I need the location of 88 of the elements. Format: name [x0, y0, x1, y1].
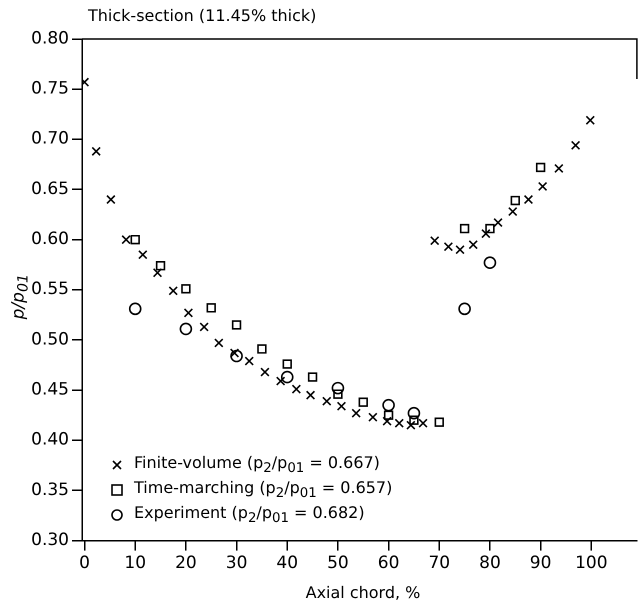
- point: [481, 228, 491, 238]
- legend-label: Time-marching (p$_{2}$/p$_{01}$ = 0.657): [134, 478, 392, 502]
- point: [458, 302, 471, 316]
- y-tick-label: 0.55: [31, 279, 69, 300]
- y-tick-label: 0.30: [31, 530, 69, 550]
- point: [455, 244, 465, 254]
- x-tick-label: 90: [530, 553, 552, 574]
- point: [276, 376, 286, 386]
- legend-label: Finite-volume (p$_{2}$/p$_{01}$ = 0.667): [134, 452, 380, 476]
- point: [384, 410, 394, 420]
- point: [292, 384, 302, 394]
- x-tick-label: 0: [79, 553, 90, 574]
- point: [430, 236, 440, 246]
- y-tick-label: 0.50: [31, 329, 69, 350]
- point: [168, 286, 178, 296]
- point: [382, 416, 392, 426]
- point: [524, 194, 534, 204]
- y-tick-label: 0.35: [31, 480, 69, 500]
- point: [485, 224, 495, 234]
- y-tick-label: 0.45: [31, 380, 69, 400]
- x-tick-label: 40: [276, 553, 298, 574]
- point: [394, 418, 404, 428]
- y-tick-label: 0.40: [31, 430, 69, 450]
- x-tick-label: 80: [479, 553, 501, 574]
- point: [434, 418, 444, 427]
- point: [130, 234, 140, 244]
- point: [333, 389, 343, 399]
- point: [538, 182, 548, 192]
- point: [336, 401, 346, 411]
- point: [257, 344, 267, 354]
- point: [358, 397, 368, 407]
- point: [493, 218, 503, 228]
- point: [306, 390, 316, 400]
- point: [206, 303, 216, 313]
- point: [230, 348, 240, 358]
- point: [92, 146, 101, 156]
- point: [408, 406, 420, 420]
- point: [322, 396, 332, 406]
- point: [260, 367, 270, 377]
- point: [184, 308, 194, 318]
- point: [368, 412, 378, 422]
- y-tick-label: 0.60: [31, 229, 69, 250]
- point: [332, 382, 344, 394]
- x-tick-label: 50: [327, 553, 349, 574]
- point: [536, 162, 546, 172]
- point: [510, 196, 520, 206]
- point: [244, 356, 254, 366]
- point: [214, 338, 224, 348]
- point: [351, 408, 361, 418]
- point: [199, 322, 209, 332]
- point: [554, 164, 564, 174]
- point: [232, 320, 242, 330]
- y-tick-label: 0.75: [31, 78, 69, 99]
- point: [508, 206, 518, 216]
- point: [418, 418, 428, 428]
- point: [280, 370, 294, 384]
- point: [406, 420, 416, 430]
- point: [106, 194, 116, 204]
- y-tick-label: 0.70: [31, 128, 69, 149]
- point: [308, 372, 318, 382]
- legend-label: Experiment (p$_{2}$/p$_{01}$ = 0.682): [134, 502, 365, 526]
- point: [570, 140, 580, 150]
- x-tick-label: 20: [175, 553, 197, 574]
- point: [460, 224, 470, 234]
- x-tick-label: 60: [378, 553, 400, 574]
- x-tick-label: 30: [226, 553, 248, 574]
- point: [382, 398, 395, 412]
- point: [282, 359, 292, 369]
- x-tick-label: 70: [428, 553, 450, 574]
- point: [128, 302, 142, 316]
- point: [152, 268, 162, 278]
- y-tick-label: 0.80: [31, 28, 69, 48]
- point: [180, 322, 192, 336]
- point: [138, 250, 148, 260]
- point: [468, 240, 478, 250]
- y-tick-label: 0.65: [31, 178, 69, 199]
- point: [181, 284, 191, 294]
- point: [409, 416, 419, 425]
- point: [230, 350, 243, 362]
- point: [121, 234, 131, 244]
- chart-title: Thick-section (11.45% thick): [88, 6, 316, 25]
- point: [484, 256, 496, 270]
- x-axis-title: Axial chord, %: [304, 583, 422, 602]
- point: [156, 261, 166, 270]
- point: [444, 242, 454, 252]
- point: [586, 116, 595, 125]
- x-tick-label: 10: [124, 553, 146, 574]
- x-tick-label: 100: [575, 553, 608, 574]
